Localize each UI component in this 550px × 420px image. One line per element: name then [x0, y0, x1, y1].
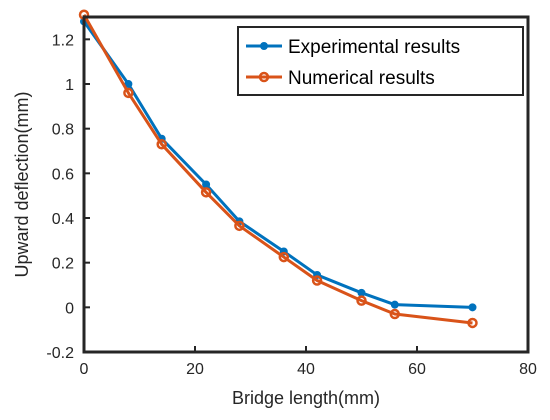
y-tick-label: 1.2: [52, 32, 74, 49]
x-tick-label: 0: [80, 361, 89, 378]
data-point: [234, 220, 245, 232]
data-point: [200, 187, 212, 198]
x-tick-label: 20: [186, 361, 204, 378]
y-tick-label: 0.4: [52, 211, 74, 228]
legend-box: [237, 26, 524, 96]
data-point: [311, 275, 323, 286]
x-tick-label: 60: [408, 361, 426, 378]
series-line-2: [82, 14, 473, 325]
y-tick-label: 0.8: [52, 122, 74, 139]
data-point: [123, 87, 134, 99]
data-point: [202, 180, 211, 189]
y-axis-ticks: -0.2 0 0.2 0.4 0.6 0.8 1 1.2: [46, 32, 90, 362]
data-point: [389, 308, 401, 320]
y-tick-label: 0.2: [52, 256, 74, 273]
data-point: [278, 251, 290, 263]
legend-entry-label: Experimental results: [288, 37, 460, 58]
data-point: [356, 295, 367, 306]
x-tick-label: 40: [297, 361, 315, 378]
legend-swatch-marker: [260, 42, 268, 50]
y-tick-label: -0.2: [46, 345, 74, 362]
y-tick-label: 0.6: [52, 166, 74, 183]
x-axis-label: Bridge length(mm): [232, 388, 380, 408]
data-point: [468, 303, 477, 312]
series-line-1: [82, 20, 473, 309]
series-layer: [78, 9, 478, 329]
data-point: [467, 317, 478, 329]
plot-frame: [82, 15, 530, 354]
data-point: [357, 288, 366, 297]
data-point: [390, 300, 399, 309]
legend-swatch-marker: [258, 71, 270, 83]
y-tick-label: 1: [65, 77, 74, 94]
legend: Experimental results Numerical results: [237, 26, 524, 96]
legend-entry-label: Numerical results: [288, 68, 435, 89]
y-tick-label: 0: [65, 300, 74, 317]
data-point: [156, 139, 167, 150]
x-tick-label: 80: [519, 361, 537, 378]
y-axis-label: Upward deflection(mm): [12, 91, 32, 277]
